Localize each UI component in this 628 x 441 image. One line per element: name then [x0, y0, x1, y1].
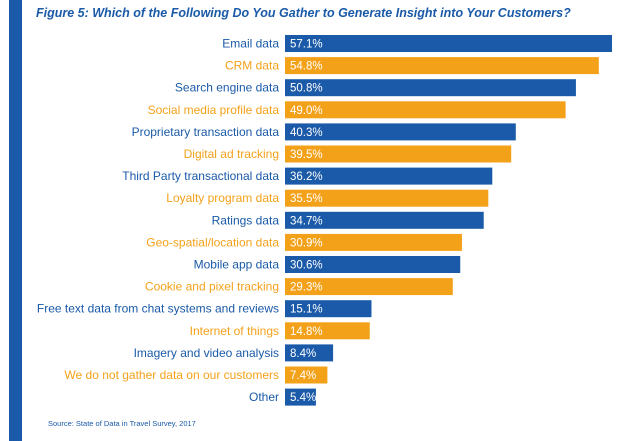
value-label-15: 7.4%	[290, 370, 316, 382]
bar-12	[285, 300, 372, 318]
bar-5	[285, 145, 512, 163]
category-label-8: Ratings data	[212, 213, 280, 227]
category-label-11: Cookie and pixel tracking	[145, 280, 279, 294]
category-label-15: We do not gather data on our customers	[64, 368, 279, 382]
category-label-13: Internet of things	[190, 324, 279, 338]
value-label-7: 35.5%	[290, 193, 323, 205]
bar-11	[285, 278, 453, 296]
category-label-10: Mobile app data	[194, 258, 280, 272]
category-label-12: Free text data from chat systems and rev…	[37, 302, 279, 316]
bar-0	[285, 35, 612, 52]
value-label-6: 36.2%	[290, 171, 323, 183]
value-label-3: 49.0%	[290, 105, 323, 117]
bar-2	[285, 79, 576, 97]
value-label-14: 8.4%	[290, 348, 316, 360]
bar-13	[285, 322, 370, 340]
bar-1	[285, 57, 599, 75]
bar-8	[285, 211, 484, 229]
value-label-16: 5.4%	[290, 392, 316, 404]
category-label-16: Other	[249, 390, 279, 404]
bar-16	[285, 388, 316, 406]
value-label-4: 40.3%	[290, 127, 323, 139]
category-label-5: Digital ad tracking	[184, 147, 279, 161]
value-label-8: 34.7%	[290, 215, 323, 227]
category-label-6: Third Party transactional data	[122, 169, 279, 183]
category-label-2: Search engine data	[175, 81, 279, 95]
bar-10	[285, 256, 461, 273]
value-label-10: 30.6%	[290, 260, 323, 272]
category-label-3: Social media profile data	[148, 103, 280, 117]
bar-4	[285, 123, 516, 141]
category-label-1: CRM data	[225, 59, 279, 73]
value-label-0: 57.1%	[290, 39, 323, 51]
category-label-0: Email data	[222, 37, 279, 51]
bar-14	[285, 344, 334, 362]
bar-6	[285, 167, 493, 185]
value-label-1: 54.8%	[290, 61, 323, 73]
chart-title: Figure 5: Which of the Following Do You …	[36, 6, 571, 20]
value-label-12: 15.1%	[290, 304, 323, 316]
value-label-9: 30.9%	[290, 237, 323, 249]
category-label-9: Geo-spatial/location data	[146, 235, 279, 249]
category-label-7: Loyalty program data	[166, 191, 279, 205]
left-accent-bar	[9, 0, 22, 441]
bar-7	[285, 189, 489, 207]
category-label-14: Imagery and video analysis	[134, 346, 279, 360]
bar-15	[285, 366, 328, 384]
source-note: Source: State of Data in Travel Survey, …	[48, 419, 196, 428]
bar-9	[285, 233, 462, 251]
value-label-2: 50.8%	[290, 83, 323, 95]
value-label-5: 39.5%	[290, 149, 323, 161]
bar-3	[285, 101, 566, 119]
value-label-11: 29.3%	[290, 282, 323, 294]
value-label-13: 14.8%	[290, 326, 323, 338]
category-label-4: Proprietary transaction data	[132, 125, 280, 139]
